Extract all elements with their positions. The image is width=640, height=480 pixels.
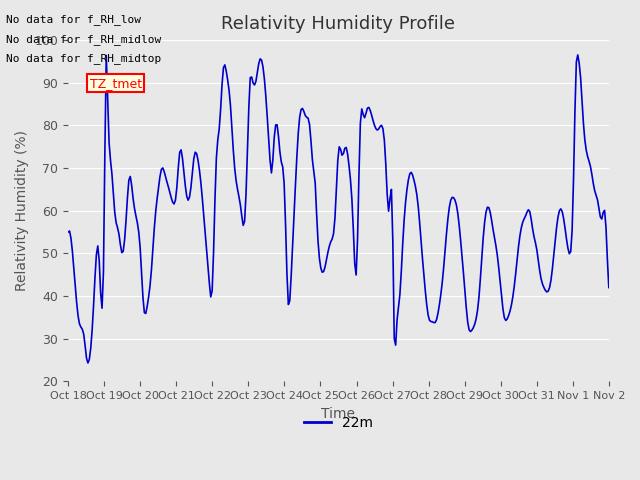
- Y-axis label: Relativity Humidity (%): Relativity Humidity (%): [15, 130, 29, 291]
- Legend: 22m: 22m: [298, 411, 379, 436]
- Text: TZ_tmet: TZ_tmet: [90, 77, 141, 90]
- Text: No data for f_RH_low: No data for f_RH_low: [6, 14, 141, 25]
- X-axis label: Time: Time: [321, 407, 355, 420]
- Title: Relativity Humidity Profile: Relativity Humidity Profile: [221, 15, 456, 33]
- Text: No data for f_RH_midtop: No data for f_RH_midtop: [6, 53, 162, 64]
- Text: No data for f_RH_midlow: No data for f_RH_midlow: [6, 34, 162, 45]
